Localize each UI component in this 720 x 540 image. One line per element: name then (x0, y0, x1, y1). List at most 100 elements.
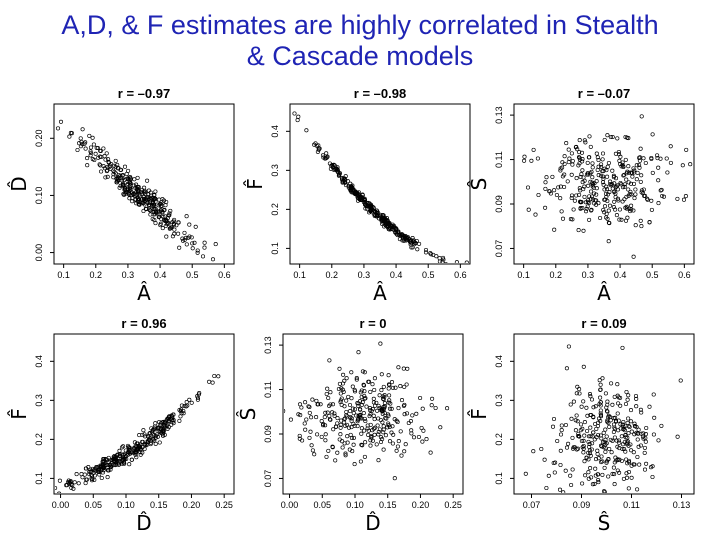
data-point (309, 415, 314, 420)
data-point (638, 146, 643, 151)
data-point (146, 434, 151, 439)
data-point (589, 194, 595, 199)
data-point (112, 169, 117, 175)
data-point (152, 207, 157, 212)
data-point (364, 404, 369, 409)
data-point (143, 197, 148, 202)
data-point (394, 418, 399, 423)
data-point (161, 214, 166, 219)
data-point (335, 416, 340, 421)
data-point (562, 161, 567, 167)
data-point (328, 402, 333, 407)
data-point (624, 457, 629, 462)
data-point (613, 195, 618, 200)
data-point (601, 430, 606, 435)
data-point (645, 197, 650, 202)
data-point (525, 185, 531, 190)
data-point (387, 383, 392, 388)
data-point (316, 147, 321, 152)
data-point (581, 364, 586, 369)
data-point (626, 393, 631, 398)
data-point (349, 416, 354, 421)
data-point (620, 345, 625, 350)
data-point (579, 172, 584, 177)
data-point (445, 406, 450, 411)
data-point (550, 424, 556, 429)
data-point (71, 486, 76, 491)
data-point (590, 175, 595, 180)
data-point (83, 140, 88, 145)
data-point (303, 427, 308, 432)
data-point (410, 245, 415, 250)
data-point (650, 474, 655, 480)
data-point (347, 447, 352, 452)
data-point (124, 176, 129, 181)
data-point (105, 475, 110, 480)
data-point (543, 180, 548, 185)
data-point (356, 403, 361, 408)
data-point (569, 416, 574, 421)
data-point (582, 138, 587, 143)
data-point (598, 173, 604, 178)
data-point (574, 447, 579, 452)
data-point (370, 438, 375, 443)
x-tick-label: 0.20 (412, 500, 430, 510)
x-tick-label: 0.6 (454, 270, 467, 280)
data-point (582, 459, 587, 464)
data-point (598, 433, 603, 438)
data-point (315, 432, 320, 437)
data-point (625, 215, 630, 220)
data-point (318, 402, 323, 407)
data-point (566, 441, 571, 446)
data-point (168, 226, 173, 231)
data-point (559, 423, 564, 428)
data-point (590, 184, 595, 189)
data-point (83, 146, 88, 151)
data-point (592, 512, 595, 515)
data-point (627, 460, 632, 465)
data-point (555, 438, 560, 444)
data-point (337, 366, 342, 371)
data-point (358, 390, 363, 395)
data-point (354, 190, 359, 195)
data-point (351, 411, 356, 416)
data-point (593, 457, 599, 462)
data-point (330, 402, 336, 407)
x-tick-label: 0.5 (422, 270, 435, 280)
data-point (385, 425, 390, 430)
x-tick-label: 0.15 (150, 500, 168, 510)
data-point (147, 207, 152, 212)
data-point (106, 468, 111, 473)
data-point (622, 447, 627, 452)
data-point (629, 448, 634, 453)
data-point (135, 199, 140, 204)
data-point (655, 153, 660, 158)
data-point (393, 385, 398, 390)
data-point (580, 157, 585, 162)
data-point (594, 198, 599, 203)
data-point (619, 217, 624, 222)
y-tick-label: 0.09 (263, 425, 273, 443)
x-tick-label: 0.25 (215, 500, 233, 510)
data-point (601, 182, 606, 187)
y-tick-label: 0.3 (494, 394, 504, 407)
data-point (604, 211, 609, 216)
data-point (137, 433, 142, 438)
data-point (98, 163, 103, 168)
data-point (651, 432, 656, 437)
data-point (331, 427, 336, 432)
data-point (656, 165, 661, 170)
data-point (83, 481, 88, 486)
data-point (573, 428, 578, 433)
data-point (343, 453, 348, 458)
data-point (342, 441, 347, 446)
data-point (328, 390, 333, 395)
data-point (595, 155, 600, 160)
data-point (405, 366, 410, 371)
data-point (596, 173, 601, 178)
data-point (396, 439, 401, 444)
data-point (90, 135, 95, 140)
data-point (568, 473, 573, 478)
data-point (616, 395, 621, 400)
data-point (102, 154, 107, 159)
